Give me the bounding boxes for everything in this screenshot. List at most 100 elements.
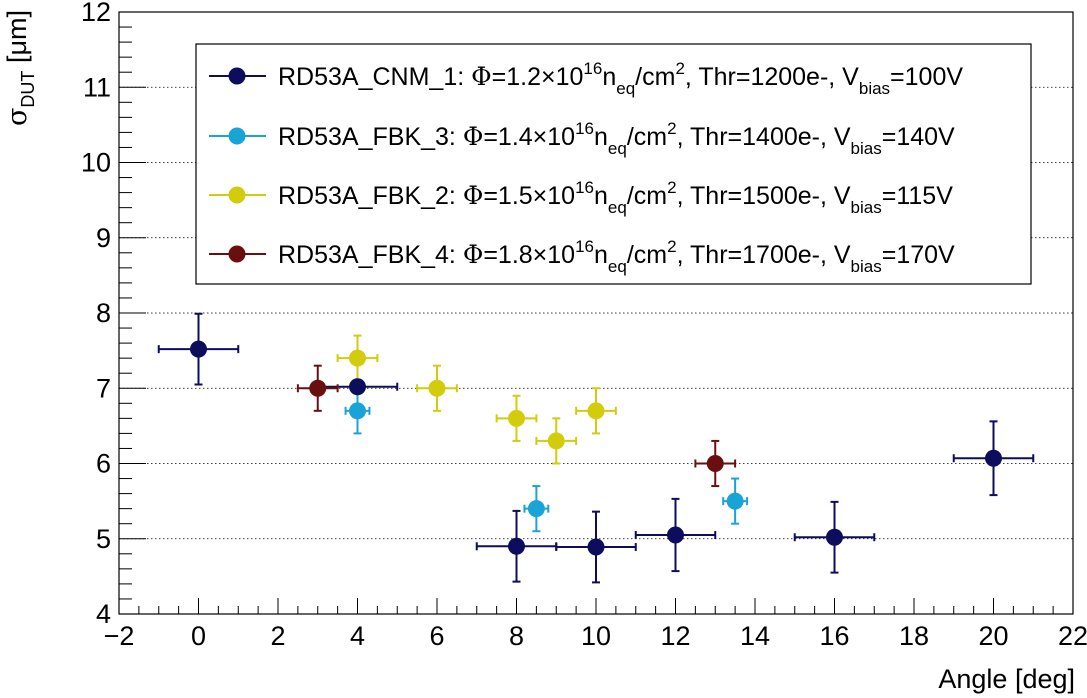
x-tick-label: 16: [819, 621, 849, 651]
x-tick-label: 10: [581, 621, 611, 651]
data-point: [428, 379, 446, 397]
x-tick-label: 0: [191, 621, 206, 651]
y-axis-subscript: DUT: [18, 71, 38, 108]
data-point: [826, 528, 843, 546]
legend-label-part: n: [594, 123, 608, 151]
data-point: [349, 378, 366, 396]
y-tick-label: 9: [96, 223, 111, 253]
legend-label-part: /cm: [627, 123, 667, 151]
legend-label-part: bias: [851, 139, 882, 158]
x-tick-label: 6: [429, 621, 444, 651]
y-tick-label: 6: [96, 449, 111, 479]
data-point: [726, 492, 744, 510]
data-point: [706, 455, 724, 472]
legend-label-part: /cm: [635, 63, 675, 91]
legend: RD53A_CNM_1: Φ=1.2×1016neq/cm2, Thr=1200…: [195, 43, 1032, 285]
x-tick-label: 18: [899, 621, 929, 651]
legend-label-part: eq: [608, 198, 627, 217]
y-tick-label: 4: [96, 599, 111, 629]
data-point: [985, 449, 1002, 467]
legend-label: RD53A_FBK_3: Φ=1.4×1016neq/cm2, Thr=1400…: [278, 119, 955, 158]
legend-label-part: =1.2×10: [492, 63, 584, 91]
legend-label-part: , Thr=1700e-, V: [677, 241, 851, 269]
y-axis-unit: [μm]: [2, 10, 32, 71]
legend-label-part: =1.4×10: [483, 123, 575, 151]
legend-label-part: 2: [675, 59, 684, 78]
data-point: [527, 500, 545, 518]
legend-label-part: 2: [667, 237, 676, 256]
x-tick-label: 14: [740, 621, 770, 651]
legend-label-part: RD53A_FBK_2:: [278, 182, 463, 210]
legend-label-part: , Thr=1200e-, V: [685, 63, 859, 91]
legend-label-part: 16: [583, 59, 602, 78]
data-point: [587, 402, 605, 420]
legend-label-part: 16: [575, 178, 594, 197]
y-tick-label: 5: [96, 524, 111, 554]
legend-label-part: Φ: [471, 62, 492, 91]
y-tick-label: 11: [83, 72, 111, 102]
legend-label: RD53A_FBK_2: Φ=1.5×1016neq/cm2, Thr=1500…: [278, 178, 953, 217]
legend-marker: [228, 245, 246, 263]
legend-label-part: RD53A_FBK_4:: [278, 241, 463, 269]
legend-label-part: RD53A_CNM_1:: [278, 63, 471, 91]
legend-label-part: Φ: [463, 122, 484, 151]
legend-label-part: bias: [851, 198, 882, 217]
legend-label-part: 16: [575, 237, 594, 256]
legend-label-part: =115V: [882, 182, 953, 210]
legend-label-part: =1.8×10: [483, 241, 575, 269]
x-axis-title: Angle [deg]: [938, 664, 1075, 694]
legend-label-part: n: [594, 241, 608, 269]
y-axis-title: σDUT [μm]: [2, 10, 38, 126]
legend-label-part: eq: [608, 139, 627, 158]
y-tick-label: 10: [81, 148, 111, 178]
legend-label-part: eq: [608, 257, 627, 276]
x-tick-label: 4: [350, 621, 365, 651]
y-tick-label: 8: [96, 298, 111, 328]
legend-label-part: bias: [851, 257, 882, 276]
legend-label-part: Φ: [463, 240, 484, 269]
legend-label-part: n: [602, 63, 616, 91]
y-tick-label: 7: [96, 373, 111, 403]
x-tick-label: 12: [660, 621, 690, 651]
legend-label-part: , Thr=1500e-, V: [677, 182, 851, 210]
data-point: [349, 402, 366, 420]
legend-marker: [228, 67, 246, 85]
legend-label-part: =1.5×10: [483, 182, 575, 210]
legend-label: RD53A_FBK_4: Φ=1.8×1016neq/cm2, Thr=1700…: [278, 237, 955, 276]
x-tick-label: 20: [978, 621, 1008, 651]
data-point: [508, 537, 525, 555]
y-axis-symbol: σ: [2, 108, 33, 126]
legend-label-part: 2: [667, 178, 676, 197]
data-point: [349, 349, 366, 367]
x-tick-label: 2: [270, 621, 285, 651]
data-markers: [190, 340, 1002, 556]
legend-label-part: /cm: [627, 182, 667, 210]
legend-label-part: 16: [575, 119, 594, 138]
legend-label-part: Φ: [463, 181, 484, 210]
legend-label: RD53A_CNM_1: Φ=1.2×1016neq/cm2, Thr=1200…: [278, 59, 963, 98]
legend-label-part: 2: [667, 119, 676, 138]
legend-label-part: =170V: [882, 241, 955, 269]
legend-label-part: =140V: [882, 123, 955, 151]
y-tick-label: 12: [81, 0, 111, 27]
axis-ticks: [118, 11, 1074, 615]
x-tick-label: 22: [1058, 621, 1087, 651]
legend-label-part: , Thr=1400e-, V: [677, 123, 851, 151]
legend-label-part: n: [594, 182, 608, 210]
legend-marker: [228, 186, 246, 204]
legend-box: [195, 43, 1032, 285]
x-tick-label: −2: [104, 621, 135, 651]
data-point: [190, 340, 207, 358]
legend-label-part: RD53A_FBK_3:: [278, 123, 463, 151]
x-tick-label: 8: [509, 621, 524, 651]
data-point: [667, 526, 684, 544]
data-point: [587, 538, 605, 556]
legend-label-part: /cm: [627, 241, 667, 269]
data-point: [309, 379, 327, 397]
data-point: [508, 409, 525, 427]
legend-marker: [228, 127, 246, 145]
legend-label-part: =100V: [890, 63, 963, 91]
legend-label-part: eq: [616, 79, 635, 98]
